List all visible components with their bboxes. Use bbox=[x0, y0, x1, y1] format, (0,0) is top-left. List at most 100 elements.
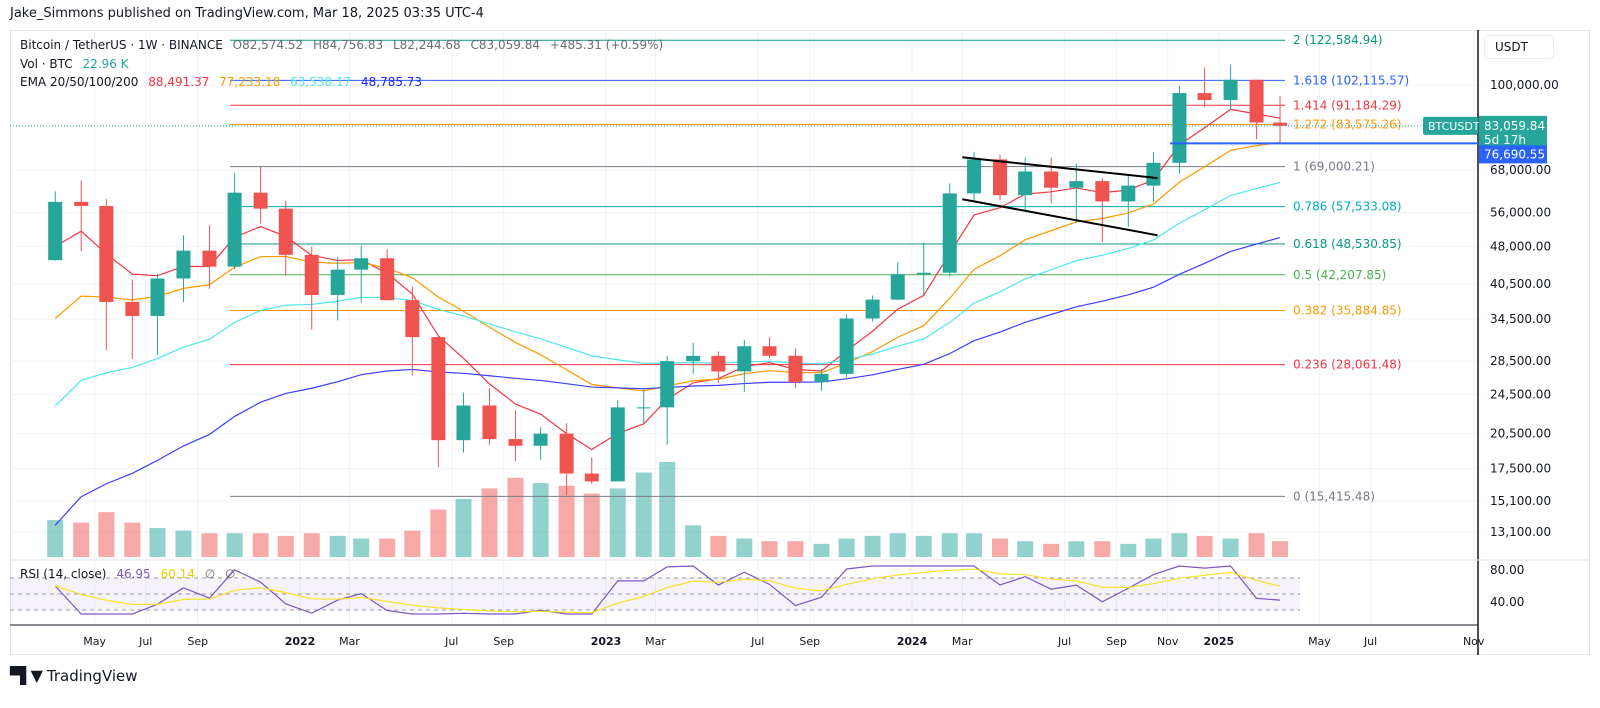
candle-body bbox=[1273, 122, 1288, 126]
candle bbox=[150, 273, 165, 356]
candle-body bbox=[636, 407, 651, 409]
candle-body bbox=[1146, 162, 1161, 186]
time-tick-label: Jul bbox=[750, 635, 764, 648]
price-tick-label: 17,500.00 bbox=[1490, 461, 1551, 475]
price-change: +485.31 (+0.59%) bbox=[549, 38, 664, 52]
candle bbox=[405, 286, 420, 376]
last-price-label: 83,059.84 bbox=[1484, 119, 1545, 133]
hline-price-label: 76,690.55 bbox=[1484, 147, 1545, 161]
candle bbox=[711, 351, 726, 384]
candle bbox=[814, 369, 829, 391]
candle bbox=[942, 183, 957, 277]
candle-body bbox=[839, 318, 854, 374]
fib-level-label: 1.618 (102,115.57) bbox=[1293, 73, 1409, 87]
currency-selector[interactable]: USDT bbox=[1484, 35, 1554, 59]
candle-body bbox=[993, 159, 1008, 196]
volume-bar bbox=[609, 488, 626, 557]
price-tick-label: 24,500.00 bbox=[1490, 387, 1551, 401]
candle bbox=[686, 342, 701, 374]
ema-label: EMA 20/50/100/200 bbox=[20, 75, 139, 89]
ohlc-low: L82,244.68 bbox=[392, 38, 461, 52]
candle bbox=[533, 427, 548, 460]
volume-bar bbox=[813, 543, 830, 557]
symbol-name[interactable]: Bitcoin / TetherUS · 1W · BINANCE bbox=[20, 38, 223, 52]
candle-body bbox=[482, 405, 497, 440]
symbol-legend: Bitcoin / TetherUS · 1W · BINANCE O82,57… bbox=[20, 38, 669, 52]
time-tick-label: Nov bbox=[1463, 635, 1485, 648]
volume-bar bbox=[481, 488, 498, 557]
volume-bar bbox=[659, 462, 676, 557]
volume-bar bbox=[404, 530, 421, 557]
candle bbox=[636, 388, 651, 425]
ema-legend[interactable]: EMA 20/50/100/200 88,491.37 77,233.18 63… bbox=[20, 75, 428, 89]
symbol-tag-bg bbox=[1423, 116, 1478, 135]
fib-level-label: 0.618 (48,530.85) bbox=[1293, 237, 1402, 251]
trendline bbox=[962, 156, 1158, 180]
volume-bar bbox=[1272, 541, 1289, 557]
candle-body bbox=[610, 407, 625, 482]
candle bbox=[1018, 157, 1033, 211]
candle bbox=[865, 295, 880, 322]
trendline bbox=[962, 198, 1158, 237]
candle-body bbox=[1018, 171, 1033, 196]
candle-body bbox=[1121, 185, 1136, 202]
time-tick-label: Jul bbox=[138, 635, 152, 648]
candle-body bbox=[942, 193, 957, 273]
fib-level-label: 1.272 (83,575.26) bbox=[1293, 117, 1402, 131]
candle bbox=[1095, 177, 1110, 242]
volume-bar bbox=[966, 533, 983, 557]
candle bbox=[304, 246, 319, 330]
ema200-value: 48,785.73 bbox=[360, 75, 423, 89]
volume-legend[interactable]: Vol · BTC 22.96 K bbox=[20, 57, 135, 71]
volume-bar bbox=[1196, 535, 1213, 557]
footer-brand[interactable]: ▀▌▼ TradingView bbox=[10, 666, 138, 685]
candle bbox=[1069, 163, 1084, 223]
volume-bar bbox=[941, 533, 958, 557]
candle-body bbox=[405, 300, 420, 338]
fib-level-label: 0.236 (28,061.48) bbox=[1293, 358, 1402, 372]
volume-bar bbox=[1094, 541, 1111, 557]
candle-body bbox=[227, 192, 242, 267]
candle-body bbox=[253, 192, 268, 209]
volume-bar bbox=[710, 535, 727, 557]
candle bbox=[508, 410, 523, 462]
volume-bar bbox=[1120, 543, 1137, 557]
volume-bar bbox=[430, 509, 447, 557]
candle bbox=[1197, 67, 1212, 107]
candle-body bbox=[1044, 171, 1059, 188]
time-tick-label: 2025 bbox=[1204, 635, 1235, 648]
candle bbox=[278, 200, 293, 276]
candle bbox=[762, 337, 777, 359]
rsi-extra-2: ∅ bbox=[224, 567, 236, 581]
candle bbox=[125, 279, 140, 359]
volume-bar bbox=[455, 498, 472, 557]
fib-level-label: 0.5 (42,207.85) bbox=[1293, 268, 1386, 282]
time-tick-label: Mar bbox=[645, 635, 666, 648]
ema20-value: 88,491.37 bbox=[148, 75, 210, 89]
candle-body bbox=[1095, 181, 1110, 202]
volume-value: 22.96 K bbox=[82, 57, 129, 71]
time-tick-label: 2022 bbox=[285, 635, 316, 648]
volume-bar bbox=[1043, 543, 1060, 557]
footer-brand-name: TradingView bbox=[46, 666, 138, 685]
volume-bar bbox=[532, 483, 549, 557]
candle bbox=[1223, 64, 1238, 111]
candle-body bbox=[304, 254, 319, 295]
candle bbox=[380, 249, 395, 301]
ohlc-high: H84,756.83 bbox=[313, 38, 384, 52]
publisher-line: Jake_Simmons published on TradingView.co… bbox=[10, 6, 484, 21]
candle bbox=[993, 154, 1008, 201]
candle bbox=[610, 399, 625, 482]
candle-body bbox=[431, 337, 446, 441]
volume-bar bbox=[124, 522, 141, 557]
volume-bar bbox=[175, 530, 192, 557]
price-tick-label: 28,500.00 bbox=[1490, 354, 1551, 368]
candle-body bbox=[74, 201, 89, 206]
rsi-value: 46.95 bbox=[116, 567, 151, 581]
candle-body bbox=[559, 433, 574, 474]
rsi-legend[interactable]: RSI (14, close) 46.95 60.14 ∅ ∅ bbox=[20, 567, 241, 581]
volume-bar bbox=[353, 538, 370, 557]
candle-body bbox=[354, 258, 369, 270]
candle bbox=[456, 392, 471, 453]
